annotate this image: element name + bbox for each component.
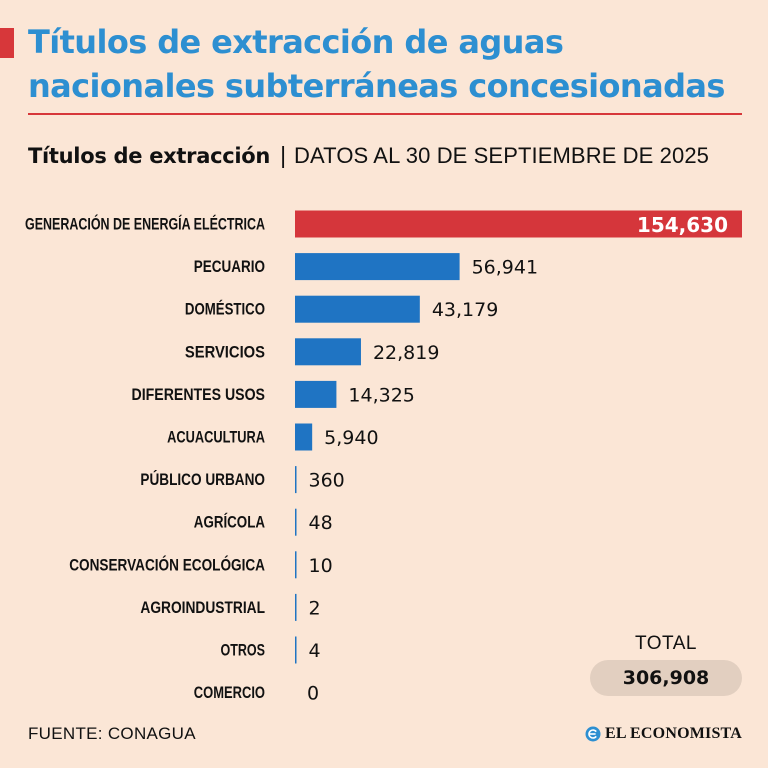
category-label: DOMÉSTICO: [185, 300, 265, 319]
value-label: 56,941: [472, 257, 538, 279]
bar: [295, 210, 742, 238]
category-label: PECUARIO: [194, 257, 265, 276]
bar: [295, 593, 297, 621]
value-label: 154,630: [637, 213, 728, 237]
value-label: 0: [307, 683, 319, 705]
bar: [295, 253, 460, 281]
total-pill: 306,908: [590, 660, 742, 696]
value-label: 10: [309, 555, 333, 577]
total-block: TOTAL 306,908: [590, 632, 742, 696]
category-label: PÚBLICO URBANO: [140, 470, 265, 489]
chart-subtitle-date: DATOS AL 30 DE SEPTIEMBRE DE 2025: [294, 143, 709, 168]
category-label: OTROS: [221, 641, 266, 660]
category-label: CONSERVACIÓN ECOLÓGICA: [69, 555, 265, 574]
category-label: DIFERENTES USOS: [132, 385, 266, 404]
total-label: TOTAL: [635, 633, 697, 654]
title-line-1: Títulos de extracción de aguas: [28, 23, 564, 61]
brand: EL ECONOMISTA: [585, 722, 742, 746]
value-label: 14,325: [348, 384, 414, 406]
category-label: SERVICIOS: [185, 342, 265, 361]
chart-subtitle-bold: Títulos de extracción: [28, 144, 271, 168]
value-label: 43,179: [432, 299, 498, 321]
category-label: AGRÍCOLA: [194, 513, 265, 532]
value-label: 22,819: [373, 342, 439, 364]
bar: [295, 380, 337, 408]
category-label: GENERACIÓN DE ENERGÍA ELÉCTRICA: [25, 215, 265, 234]
value-label: 48: [309, 512, 333, 534]
chart-subtitle-separator: |: [280, 142, 287, 168]
bar-chart: GENERACIÓN DE ENERGÍA ELÉCTRICA 154,630 PE…: [25, 210, 742, 705]
value-label: 2: [309, 597, 321, 619]
bar: [295, 295, 420, 323]
category-label: ACUACULTURA: [167, 428, 265, 447]
category-label: COMERCIO: [194, 683, 265, 702]
title-accent-mark: [0, 28, 14, 58]
title-block: Títulos de extracción de aguas nacionale…: [0, 22, 768, 112]
bar: [295, 551, 297, 579]
value-label: 5,940: [324, 427, 378, 449]
value-label: 4: [309, 640, 321, 662]
el-economista-logo-icon: [585, 726, 601, 742]
title-divider: [28, 113, 742, 115]
bar: [295, 466, 297, 494]
value-label: 360: [309, 470, 345, 492]
bar: [295, 636, 297, 664]
title-line-2: nacionales subterráneas concesionadas: [28, 67, 725, 105]
brand-name: EL ECONOMISTA: [605, 725, 742, 742]
category-label: AGROINDUSTRIAL: [140, 598, 265, 617]
chart-subtitle: Títulos de extracción | DATOS AL 30 DE SEP…: [28, 140, 709, 170]
bar: [295, 423, 313, 451]
bar: [295, 338, 361, 366]
total-value: 306,908: [622, 667, 710, 689]
source-note: FUENTE: CONAGUA: [28, 724, 196, 743]
bar: [295, 508, 297, 536]
